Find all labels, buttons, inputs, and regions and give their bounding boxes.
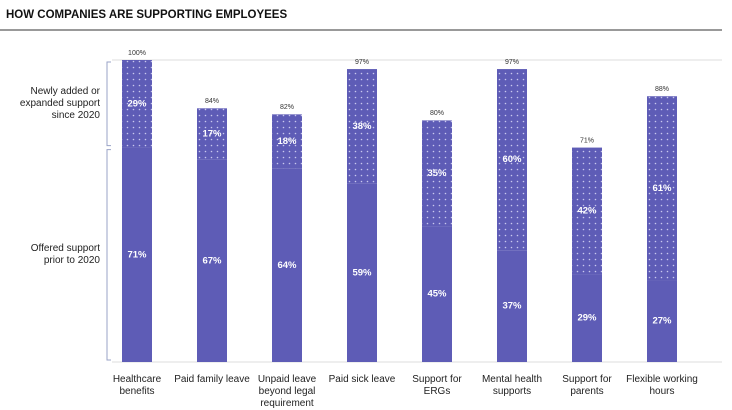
total-label: 80% (430, 110, 444, 117)
chart-title: HOW COMPANIES ARE SUPPORTING EMPLOYEES (6, 9, 287, 21)
legend-bracket (106, 61, 111, 147)
bar-segment (122, 60, 152, 148)
category-label: Mental health supports (481, 374, 543, 397)
bar-segment (497, 69, 527, 251)
value-label: 37% (502, 301, 522, 312)
value-label: 17% (202, 129, 222, 140)
value-label: 67% (202, 255, 222, 266)
category-label: Unpaid leave beyond legal requirement (257, 374, 317, 409)
bar-segment (647, 280, 677, 362)
value-label: 27% (652, 316, 672, 327)
value-label: 45% (427, 289, 447, 300)
value-label: 35% (427, 168, 447, 179)
total-label: 71% (580, 137, 594, 144)
total-label: 100% (128, 50, 146, 57)
bar-segment (422, 120, 452, 227)
bar-segment (122, 147, 152, 362)
bar-segment (572, 274, 602, 362)
bar-segment (272, 168, 302, 362)
total-label: 97% (355, 59, 369, 66)
value-label: 64% (277, 260, 297, 271)
bar-segment (647, 96, 677, 281)
total-label: 88% (655, 86, 669, 93)
category-label: Flexible working hours (626, 374, 698, 397)
total-label: 84% (205, 98, 219, 105)
value-label: 71% (127, 249, 147, 260)
legend-label: Newly added or expanded support since 20… (19, 85, 100, 121)
value-label: 18% (277, 136, 297, 147)
value-label: 61% (652, 183, 672, 194)
value-label: 59% (352, 267, 372, 278)
legend-bracket (106, 149, 111, 361)
value-label: 29% (127, 98, 147, 109)
value-label: 60% (502, 154, 522, 165)
bar-segment (197, 108, 227, 160)
bar-segment (197, 159, 227, 362)
total-label: 97% (505, 59, 519, 66)
bar-segment (422, 226, 452, 362)
category-label: Healthcare benefits (112, 374, 162, 397)
category-label: Paid family leave (174, 374, 250, 385)
value-label: 29% (577, 313, 597, 324)
legend-label: Offered support prior to 2020 (30, 242, 100, 266)
bar-segment (272, 114, 302, 169)
total-label: 82% (280, 104, 294, 111)
category-label: Paid sick leave (328, 374, 396, 385)
bar-segment (572, 147, 602, 275)
value-label: 38% (352, 121, 372, 132)
bar-segment (347, 69, 377, 184)
bar-segment (347, 183, 377, 362)
category-label: Support for ERGs (412, 374, 462, 397)
value-label: 42% (577, 206, 597, 217)
category-label: Support for parents (562, 374, 612, 397)
bar-segment (497, 250, 527, 362)
